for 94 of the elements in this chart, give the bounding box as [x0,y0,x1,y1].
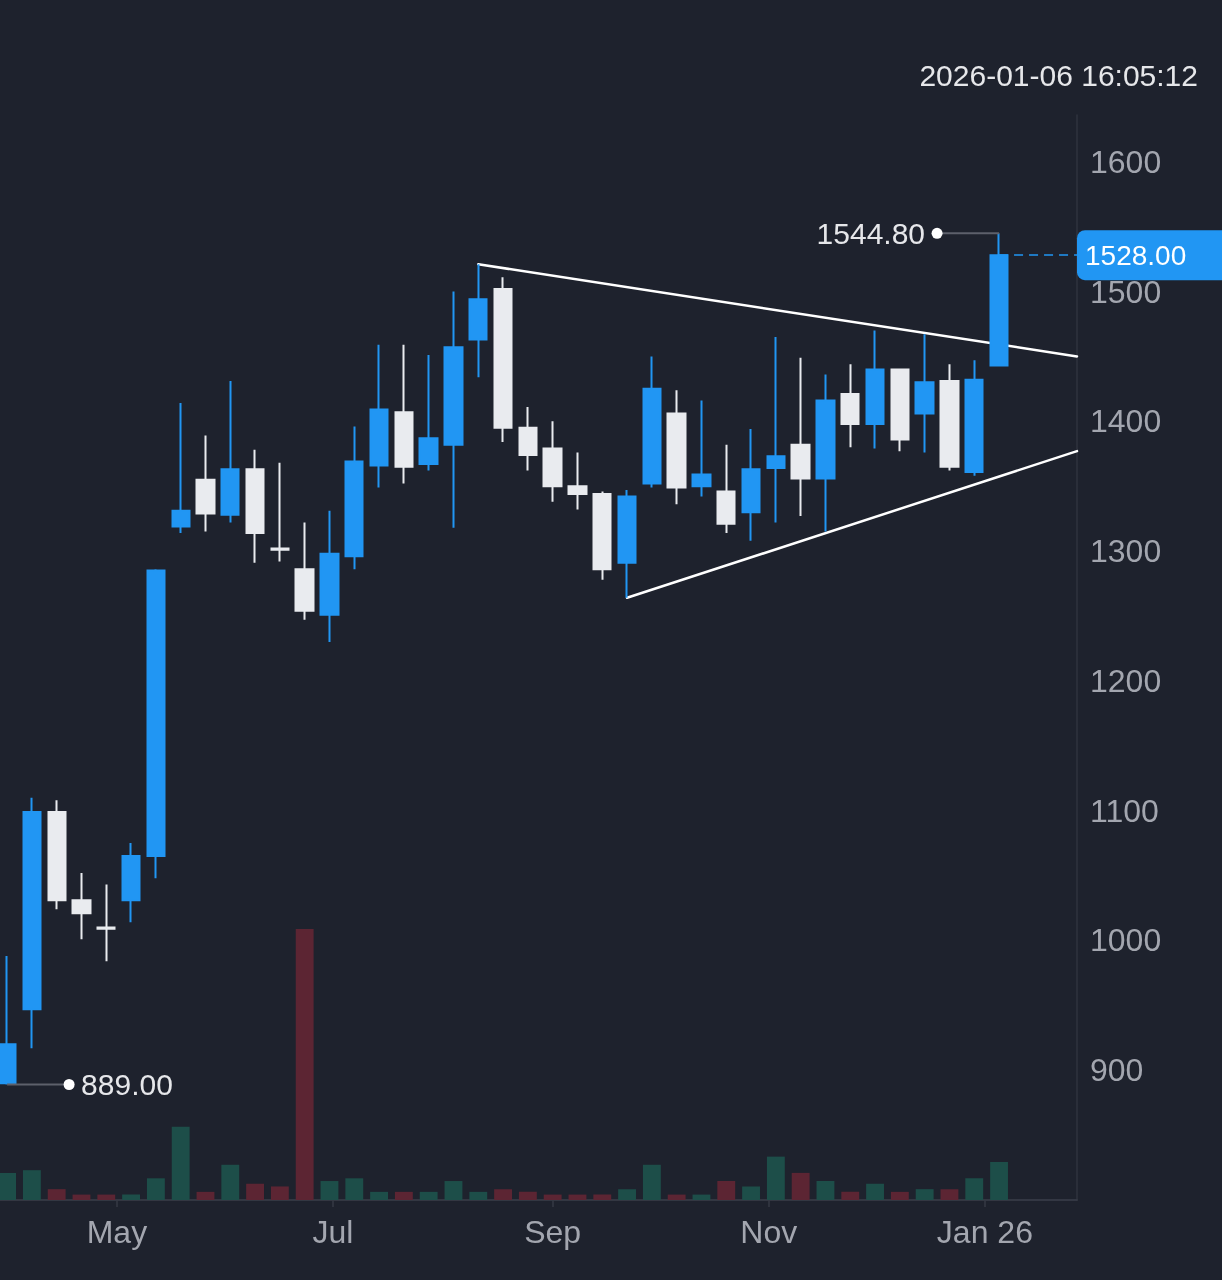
candlestick [468,263,488,379]
x-tick-label: Sep [524,1214,582,1250]
candlestick [270,461,290,563]
candlestick [344,425,364,571]
bar [320,1181,339,1200]
y-tick-label: 1300 [1090,533,1162,570]
y-tick-label: 1500 [1090,273,1162,310]
bar [419,1191,438,1200]
candlestick [716,443,736,534]
bar [717,1181,736,1200]
text: 2026-01-06 16:05:12 [919,58,1198,92]
candlestick [741,428,761,542]
bar [593,1194,612,1200]
candlestick [617,489,637,599]
y-tick-label: 1000 [1090,922,1162,959]
bar [494,1189,512,1200]
candlestick [567,451,588,511]
candlestick [47,799,67,911]
bar [766,1156,785,1200]
bar [965,1178,984,1200]
candlestick [840,363,860,449]
bar [642,1164,661,1200]
bar [841,1191,860,1200]
candlestick [493,276,513,444]
candlestick [914,333,935,454]
bar [345,1178,364,1200]
candlestick [96,883,116,963]
candlestick [146,568,166,880]
bar [221,1164,240,1200]
candlestick [964,359,984,477]
candlestick [245,448,265,564]
x-tick-label: May [86,1214,148,1250]
candlestick [121,842,141,924]
bar [518,1191,537,1200]
x-tick-label: Nov [740,1214,798,1250]
bar [122,1194,141,1200]
bar [816,1181,835,1200]
candlestick [691,399,712,498]
candlestick [22,796,42,1050]
candlestick [71,871,92,941]
bar [370,1191,388,1200]
y-tick-label: 900 [1090,1052,1144,1089]
ref-line-label: 1528.00 [1085,239,1187,271]
bar [246,1183,265,1200]
bar [0,1172,17,1200]
bar [990,1162,1008,1200]
bar [146,1178,165,1200]
candlestick [815,373,836,533]
bar [196,1191,215,1200]
candlestick [319,509,340,643]
bar [742,1186,760,1200]
bar [171,1126,190,1200]
bar [915,1189,934,1200]
bar [469,1191,488,1200]
bar [22,1170,41,1200]
bar [444,1181,463,1200]
candlestick [890,368,910,453]
candlestick [418,354,439,472]
bar [270,1186,289,1200]
y-tick-label: 1600 [1090,143,1162,180]
candlestick [542,420,563,503]
bar [618,1189,636,1200]
annotation: 889.00 [81,1067,173,1101]
bar [940,1189,959,1200]
x-tick-label: Jan 26 [936,1214,1033,1250]
bar [295,929,314,1200]
candlestick [518,406,538,472]
y-tick-label: 1100 [1090,792,1159,829]
bar [667,1194,686,1200]
candlestick [642,355,662,489]
bar [866,1183,884,1200]
bar [791,1172,810,1200]
candlestick [790,356,811,518]
candlestick [766,335,786,524]
candlestick [394,343,414,485]
bar [394,1191,413,1200]
candlestick [865,329,885,450]
candlestick [171,402,191,534]
annotation: 1544.80 [816,216,926,250]
candlestick [592,490,612,581]
candlestick [939,363,960,472]
candlestick [443,290,464,529]
y-tick-label: 1200 [1090,662,1162,699]
bar [543,1194,562,1200]
candlestick [220,380,240,524]
candlestick [294,521,315,621]
bar [47,1189,66,1200]
y-tick-label: 1400 [1090,403,1162,440]
candlestick [195,434,216,533]
x-tick-label: Jul [312,1214,354,1250]
candlestick [666,389,687,506]
bar [97,1194,116,1200]
candlestick [369,343,389,489]
bar [890,1191,909,1200]
